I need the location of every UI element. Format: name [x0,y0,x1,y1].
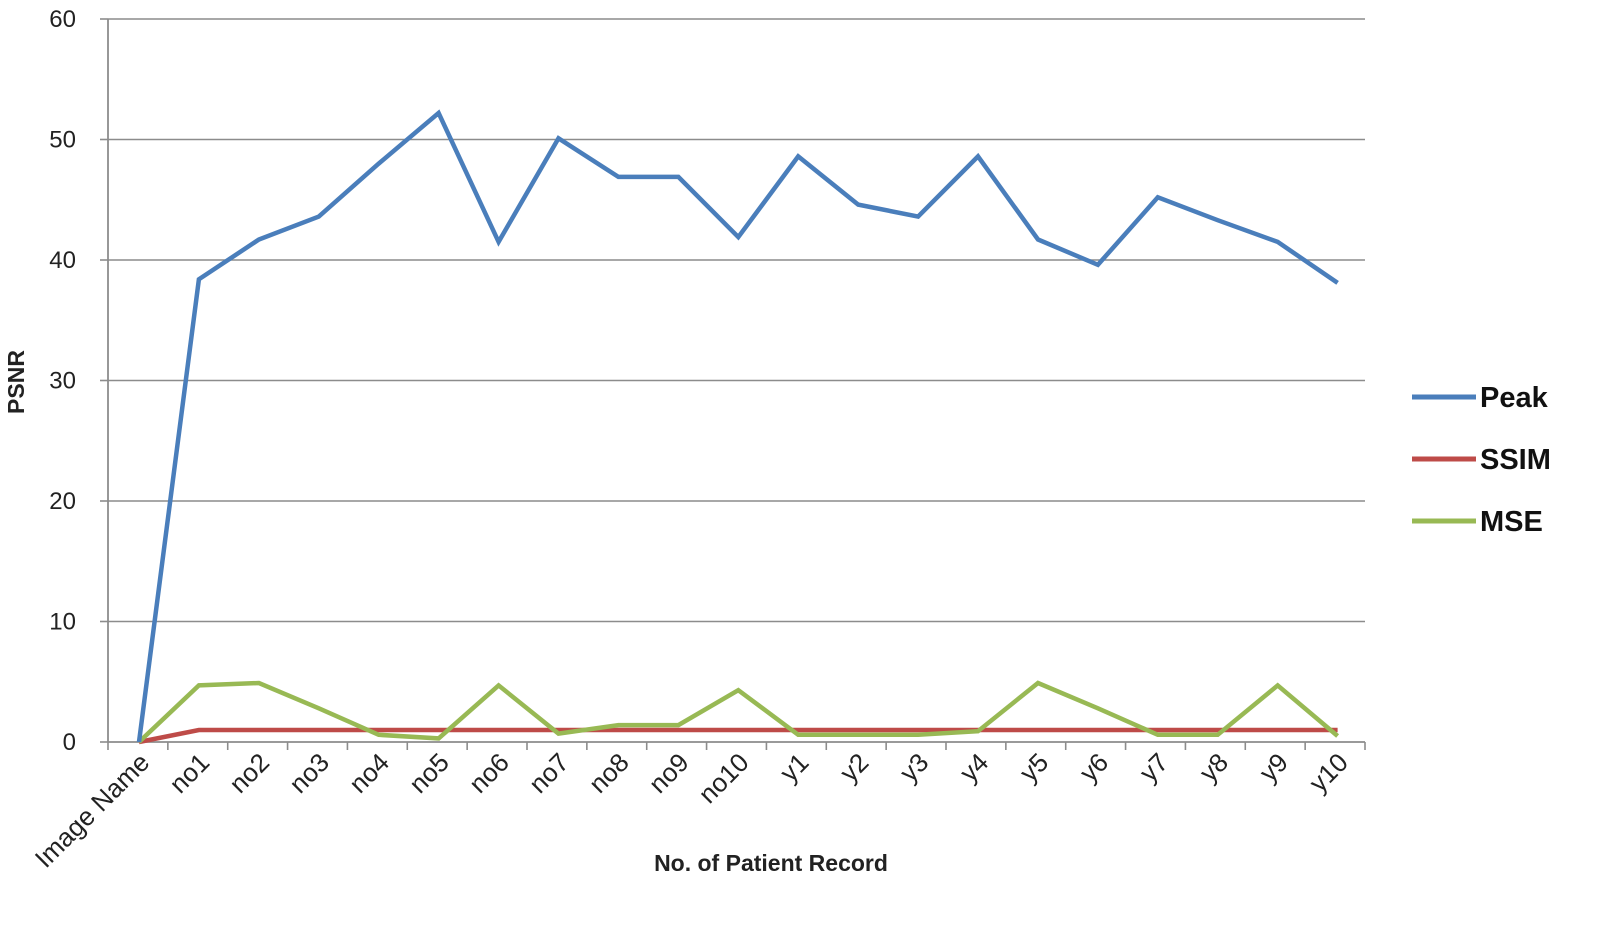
legend-label-mse: MSE [1480,506,1543,538]
x-tick-label: y4 [954,747,995,788]
y-tick-label: 40 [49,247,76,274]
x-tick-label: y3 [894,747,935,788]
x-tick-label: Image Name [29,747,155,873]
x-tick-label: no10 [692,747,754,809]
axes [107,19,1366,750]
x-tick-label: y7 [1133,747,1174,788]
x-tick-label: y5 [1014,747,1055,788]
x-tick-label: no9 [643,747,695,799]
y-tick-label: 20 [49,488,76,515]
x-tick-label: y1 [774,747,815,788]
x-tick-label: no6 [463,747,515,799]
x-tick-label: y9 [1253,747,1294,788]
y-tick-labels: 0 10 20 30 40 50 60 [49,6,76,756]
x-axis-title: No. of Patient Record [654,850,888,876]
gridlines [100,18,1365,743]
x-tick-label: no2 [223,747,275,799]
legend-label-peak: Peak [1480,382,1549,414]
x-tick-label: no5 [403,747,455,799]
x-tick-label: y6 [1073,747,1114,788]
x-tick-label: no1 [163,747,215,799]
x-tick-label: y8 [1193,747,1234,788]
y-tick-label: 50 [49,127,76,154]
series-line-ssim [138,727,1338,745]
x-tick-label: no8 [583,747,635,799]
y-tick-label: 0 [63,729,76,756]
series-line-peak [136,109,1339,743]
x-tick-label: y2 [834,747,875,788]
y-tick-label: 60 [49,6,76,33]
x-tick-label: no7 [523,747,575,799]
series-lines [136,109,1340,745]
legend-label-ssim: SSIM [1480,444,1551,476]
x-tick-label: no3 [283,747,335,799]
series-line-mse [137,680,1340,744]
x-tick-label: no4 [343,747,395,799]
y-axis-title: PSNR [3,350,29,414]
y-tick-label: 10 [49,609,76,636]
x-tick-label: y10 [1303,747,1354,798]
y-tick-label: 30 [49,368,76,395]
legend: Peak SSIM MSE [1412,382,1551,538]
